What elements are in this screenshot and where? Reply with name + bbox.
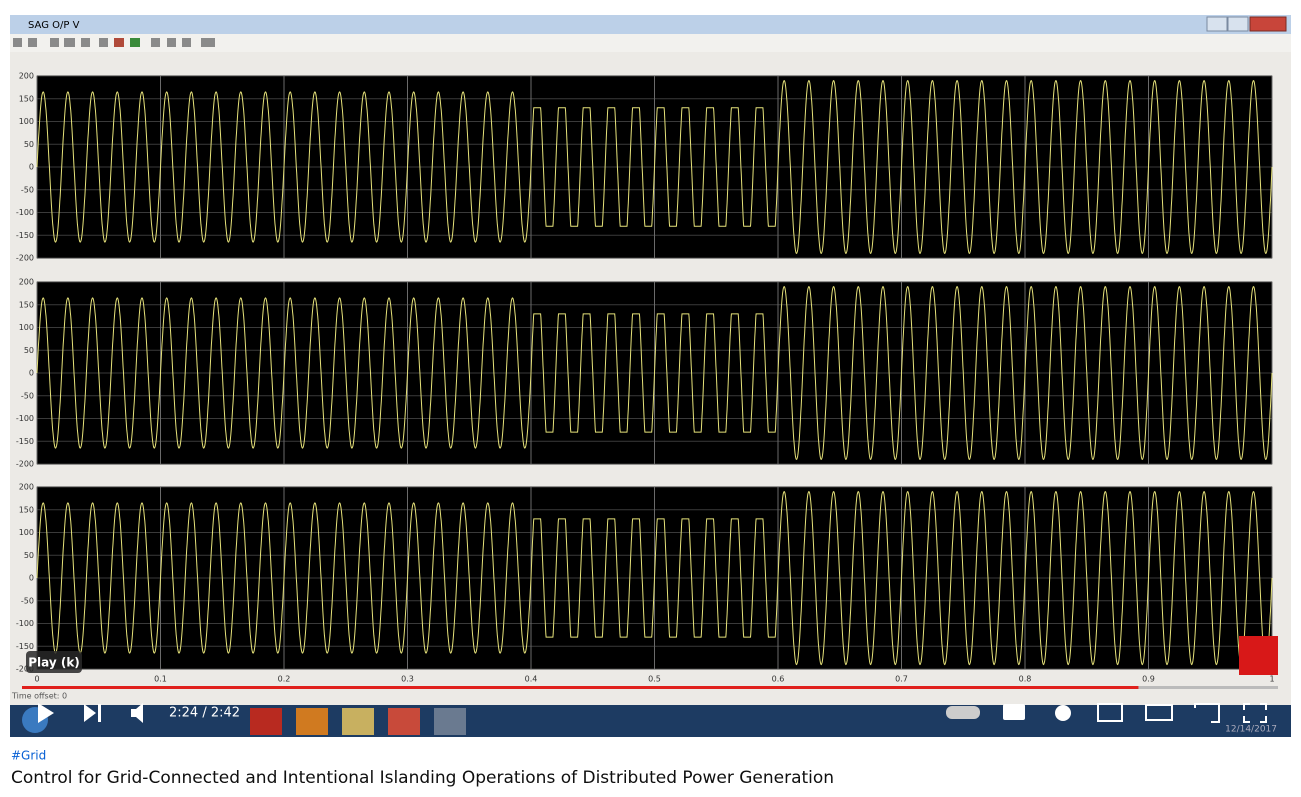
signal-trace xyxy=(777,79,1273,255)
y-tick-label: 100 xyxy=(19,528,34,537)
autoplay-toggle[interactable] xyxy=(946,706,980,719)
signal-trace xyxy=(36,297,532,449)
y-tick-label: -50 xyxy=(21,185,34,194)
hashtag[interactable]: #Grid xyxy=(11,749,46,763)
y-tick-label: 150 xyxy=(19,94,34,103)
signal-trace xyxy=(36,91,532,243)
y-tick-label: 50 xyxy=(24,551,34,560)
window-title: SAG O/P V xyxy=(28,20,80,31)
toolbar xyxy=(10,34,1291,52)
x-tick-label: 0.2 xyxy=(278,675,291,684)
taskbar xyxy=(10,705,1291,737)
tooltip: Play (k) xyxy=(28,656,80,670)
y-tick-label: 200 xyxy=(19,72,34,81)
window-titlebar xyxy=(10,15,1291,34)
x-tick-label: 0.3 xyxy=(401,675,414,684)
signal-trace xyxy=(777,490,1273,666)
minimize-button[interactable] xyxy=(1206,16,1228,32)
y-tick-label: -50 xyxy=(21,391,34,400)
y-tick-label: -150 xyxy=(16,642,34,651)
y-tick-label: -100 xyxy=(16,619,34,628)
y-tick-label: -100 xyxy=(16,208,34,217)
y-tick-label: -150 xyxy=(16,437,34,446)
y-tick-label: 100 xyxy=(19,323,34,332)
play-button[interactable] xyxy=(38,703,54,723)
x-tick-label: 0.5 xyxy=(648,675,661,684)
cast-button[interactable] xyxy=(1194,703,1220,723)
close-button[interactable] xyxy=(1249,16,1287,32)
x-tick-label: 0.8 xyxy=(1019,675,1032,684)
record-icon xyxy=(1239,636,1278,675)
y-tick-label: 200 xyxy=(19,278,34,287)
x-tick-label: 0.1 xyxy=(154,675,167,684)
x-tick-label: 0.6 xyxy=(772,675,785,684)
captions-button[interactable] xyxy=(1003,704,1025,720)
y-tick-label: -50 xyxy=(21,596,34,605)
y-tick-label: 0 xyxy=(29,574,34,583)
fullscreen-button[interactable] xyxy=(1243,703,1267,723)
y-tick-label: -150 xyxy=(16,231,34,240)
toolbar-icons xyxy=(13,38,215,47)
time-offset: Time offset: 0 xyxy=(11,692,67,701)
signal-trace xyxy=(36,502,532,654)
volume-button[interactable] xyxy=(131,703,143,723)
progress-played xyxy=(22,686,1139,689)
y-tick-label: -100 xyxy=(16,414,34,423)
y-tick-label: 150 xyxy=(19,505,34,514)
next-button[interactable] xyxy=(84,704,101,722)
signal-trace xyxy=(530,518,779,638)
y-tick-label: -200 xyxy=(16,665,34,674)
y-tick-label: -200 xyxy=(16,254,34,263)
x-tick-label: 1 xyxy=(1269,675,1274,684)
video-title: Control for Grid-Connected and Intention… xyxy=(11,768,834,788)
clock-date: 12/14/2017 xyxy=(1225,725,1277,735)
y-tick-label: 50 xyxy=(24,140,34,149)
x-tick-label: 0.4 xyxy=(525,675,538,684)
theater-button[interactable] xyxy=(1145,704,1173,721)
time-display: 2:24 / 2:42 xyxy=(169,706,240,721)
tooltip-bg xyxy=(26,651,82,673)
y-tick-label: 0 xyxy=(29,369,34,378)
settings-button[interactable] xyxy=(1055,705,1071,721)
y-tick-label: -200 xyxy=(16,460,34,469)
y-tick-label: 100 xyxy=(19,117,34,126)
y-tick-label: 0 xyxy=(29,163,34,172)
x-tick-label: 0.9 xyxy=(1142,675,1155,684)
signal-trace xyxy=(777,285,1273,461)
y-tick-label: 150 xyxy=(19,300,34,309)
signal-trace xyxy=(530,313,779,433)
maximize-button[interactable] xyxy=(1227,16,1249,32)
x-tick-label: 0.7 xyxy=(895,675,908,684)
miniplayer-button[interactable] xyxy=(1097,703,1123,722)
y-tick-label: 50 xyxy=(24,346,34,355)
signal-trace xyxy=(530,107,779,227)
y-tick-label: 200 xyxy=(19,483,34,492)
x-tick-label: 0 xyxy=(34,675,39,684)
